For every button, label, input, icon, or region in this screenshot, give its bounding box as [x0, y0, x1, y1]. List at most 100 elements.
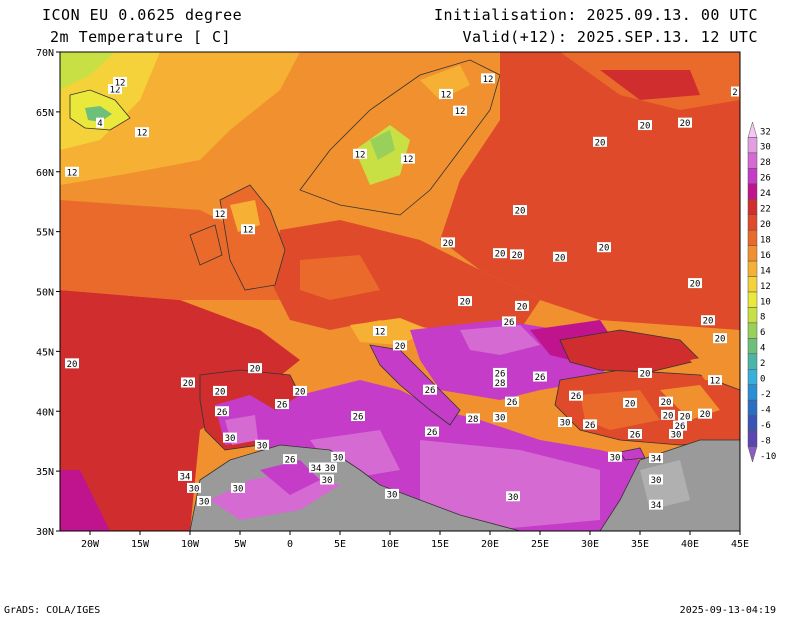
contour-label: 20: [661, 409, 675, 421]
contour-label: 30: [385, 488, 399, 500]
contour-label: 26: [533, 371, 547, 383]
svg-text:26: 26: [504, 318, 515, 328]
colorbar-swatch: [747, 229, 758, 246]
colorbar-label: -8: [760, 436, 771, 446]
contour-label: 20: [441, 237, 455, 249]
lon-tick-label: 5E: [334, 539, 346, 550]
svg-text:30: 30: [333, 453, 344, 463]
contour-label: 30: [197, 496, 211, 508]
lat-tick-label: 40N: [36, 407, 54, 418]
lat-tick-label: 50N: [36, 288, 54, 299]
contour-label: 26: [628, 429, 642, 441]
contour-label: 26: [569, 390, 583, 402]
svg-text:26: 26: [630, 431, 641, 441]
lon-tick-label: 20E: [481, 539, 499, 550]
contour-label: 12: [241, 224, 255, 236]
colorbar-label: 10: [760, 297, 771, 307]
contour-label: 12: [373, 326, 387, 338]
svg-text:20: 20: [183, 379, 194, 389]
contour-label: 20: [698, 408, 712, 420]
svg-text:34: 34: [651, 454, 662, 464]
contour-label: 20: [713, 333, 727, 345]
svg-text:20: 20: [512, 251, 523, 261]
svg-text:20: 20: [680, 119, 691, 129]
svg-text:30: 30: [671, 431, 682, 441]
colorbar-label: 30: [760, 143, 771, 153]
svg-text:12: 12: [710, 377, 721, 387]
svg-text:30: 30: [610, 453, 621, 463]
longitude-axis: 20W 15W 10W 5W 0 5E 10E 15E 20E 25E 30E 35E 40E 45E: [81, 531, 749, 550]
contour-label: 30: [558, 417, 572, 429]
svg-text:20: 20: [715, 335, 726, 345]
contour-label: 12: [353, 148, 367, 160]
variable-title: 2m Temperature [ C]: [50, 28, 232, 46]
contour-label: 12: [65, 166, 79, 178]
lon-tick-label: 10E: [381, 539, 399, 550]
contour-label: 20: [293, 385, 307, 397]
contour-label: 20: [688, 278, 702, 290]
svg-text:26: 26: [427, 428, 438, 438]
lon-tick-label: 20W: [81, 539, 100, 550]
contour-label: 20: [659, 396, 673, 408]
colorbar-swatch: [747, 214, 758, 231]
contour-label: 20: [213, 385, 227, 397]
svg-text:20: 20: [640, 122, 651, 132]
colorbar-swatch: [747, 338, 758, 355]
contour-label: 20: [510, 249, 524, 261]
contour-label: 34: [649, 499, 663, 511]
colorbar-label: 28: [760, 158, 771, 168]
svg-text:20: 20: [495, 250, 506, 260]
svg-text:12: 12: [215, 210, 226, 220]
svg-text:20: 20: [680, 413, 691, 423]
svg-text:20: 20: [703, 317, 714, 327]
svg-text:30: 30: [322, 476, 333, 486]
svg-text:30: 30: [560, 419, 571, 429]
contour-label: 12: [113, 76, 127, 88]
svg-text:30: 30: [387, 490, 398, 500]
svg-text:34: 34: [311, 464, 322, 474]
colorbar-label: 24: [760, 189, 771, 199]
latitude-axis: 30N 35N 40N 45N 50N 55N 60N 65N 70N: [36, 48, 60, 538]
contour-label: 26: [283, 454, 297, 466]
contour-label: 20: [701, 315, 715, 327]
lat-tick-label: 60N: [36, 168, 54, 179]
contour-label: 20: [493, 248, 507, 260]
colorbar-swatch: [747, 322, 758, 339]
svg-text:26: 26: [535, 373, 546, 383]
contour-label: 20: [515, 300, 529, 312]
contour-label: 30: [506, 491, 520, 503]
contour-label: 20: [638, 120, 652, 132]
svg-text:4: 4: [97, 119, 102, 129]
svg-text:26: 26: [571, 392, 582, 402]
svg-text:26: 26: [353, 413, 364, 423]
lon-tick-label: 30E: [581, 539, 599, 550]
svg-text:20: 20: [690, 280, 701, 290]
contour-label: 12: [401, 153, 415, 165]
svg-text:12: 12: [67, 168, 78, 178]
svg-text:20: 20: [443, 239, 454, 249]
colorbar-swatch: [747, 260, 758, 277]
colorbar-swatch: [747, 399, 758, 416]
lat-tick-label: 65N: [36, 108, 54, 119]
svg-text:30: 30: [651, 476, 662, 486]
colorbar-label: 32: [760, 127, 771, 137]
colorbar-swatch: [747, 168, 758, 185]
svg-text:20: 20: [595, 138, 606, 148]
contour-label: 12: [453, 105, 467, 117]
lon-tick-label: 0: [287, 539, 293, 550]
svg-text:12: 12: [455, 107, 466, 117]
contour-label: 30: [320, 474, 334, 486]
colorbar-swatch: [747, 152, 758, 169]
colorbar-label: 6: [760, 328, 765, 338]
colorbar-label: 2: [760, 359, 765, 369]
contour-label: 4: [96, 117, 104, 129]
svg-text:26: 26: [425, 386, 436, 396]
colorbar-label: 14: [760, 266, 771, 276]
svg-text:30: 30: [189, 484, 200, 494]
colorbar-label: 12: [760, 282, 771, 292]
colorbar-swatch: [747, 183, 758, 200]
contour-label: 12: [708, 375, 722, 387]
contour-label: 12: [108, 84, 122, 96]
